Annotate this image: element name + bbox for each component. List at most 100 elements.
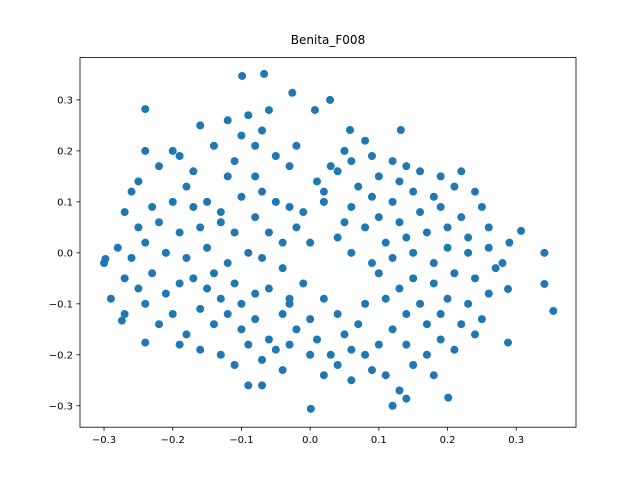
point <box>319 187 328 196</box>
point <box>471 330 480 339</box>
point <box>333 361 342 370</box>
point <box>436 172 445 181</box>
point <box>175 228 184 237</box>
point <box>471 187 480 196</box>
point <box>484 289 493 298</box>
point <box>189 167 198 176</box>
point <box>264 106 273 115</box>
point <box>491 264 500 273</box>
point <box>216 350 225 359</box>
point <box>345 125 354 134</box>
point <box>292 325 301 334</box>
point <box>503 338 512 347</box>
point <box>203 197 212 206</box>
point <box>258 126 267 135</box>
point <box>223 116 232 125</box>
point <box>292 141 301 150</box>
point <box>333 167 342 176</box>
point <box>292 223 301 232</box>
point <box>326 350 335 359</box>
point <box>168 146 177 155</box>
point <box>395 218 404 227</box>
point <box>101 254 110 263</box>
point <box>326 162 335 171</box>
point <box>271 197 280 206</box>
point <box>120 274 129 283</box>
point <box>189 274 198 283</box>
point <box>161 248 170 257</box>
point <box>326 95 335 104</box>
point <box>148 269 157 278</box>
point <box>196 121 205 130</box>
point <box>503 285 512 294</box>
y-tick-label: 0.2 <box>57 146 73 157</box>
point <box>388 197 397 206</box>
point <box>422 350 431 359</box>
point <box>313 335 322 344</box>
point <box>155 320 164 329</box>
point <box>396 125 405 134</box>
point <box>127 253 136 262</box>
point <box>347 157 356 166</box>
point <box>319 294 328 303</box>
point <box>216 208 225 217</box>
point <box>477 315 486 324</box>
point <box>113 243 122 252</box>
point <box>416 167 425 176</box>
point <box>127 187 136 196</box>
point <box>374 340 383 349</box>
point <box>402 310 411 319</box>
y-tick-label: −0.3 <box>49 401 73 412</box>
point <box>161 289 170 298</box>
point <box>340 146 349 155</box>
point <box>306 238 315 247</box>
point <box>223 172 232 181</box>
point <box>388 253 397 262</box>
point <box>120 208 129 217</box>
point <box>244 111 253 120</box>
point <box>106 294 115 303</box>
point <box>450 182 459 191</box>
point <box>416 208 425 217</box>
point <box>237 299 246 308</box>
point <box>278 366 287 375</box>
point <box>443 243 452 252</box>
point <box>264 228 273 237</box>
point <box>381 294 390 303</box>
chart-title: Benita_F008 <box>291 33 365 47</box>
point <box>354 182 363 191</box>
point <box>223 259 232 268</box>
point <box>477 202 486 211</box>
point <box>549 306 558 315</box>
point <box>361 223 370 232</box>
point <box>354 320 363 329</box>
point <box>271 151 280 160</box>
x-tick-label: 0.3 <box>508 435 524 446</box>
point <box>251 315 260 324</box>
point <box>395 386 404 395</box>
point <box>182 182 191 191</box>
point <box>288 88 297 97</box>
point <box>333 233 342 242</box>
point <box>134 177 143 186</box>
point <box>168 197 177 206</box>
point <box>141 338 150 347</box>
point <box>409 274 418 283</box>
point <box>251 289 260 298</box>
x-tick-label: −0.3 <box>92 435 116 446</box>
point <box>148 202 157 211</box>
point <box>120 310 129 319</box>
point <box>381 371 390 380</box>
point <box>175 340 184 349</box>
point <box>175 151 184 160</box>
point <box>182 253 191 262</box>
point <box>230 228 239 237</box>
point <box>422 228 431 237</box>
point <box>299 279 308 288</box>
x-tick-label: 0.1 <box>371 435 387 446</box>
y-tick-label: 0.3 <box>57 95 73 106</box>
point <box>505 238 514 247</box>
point <box>244 248 253 257</box>
point <box>196 304 205 313</box>
